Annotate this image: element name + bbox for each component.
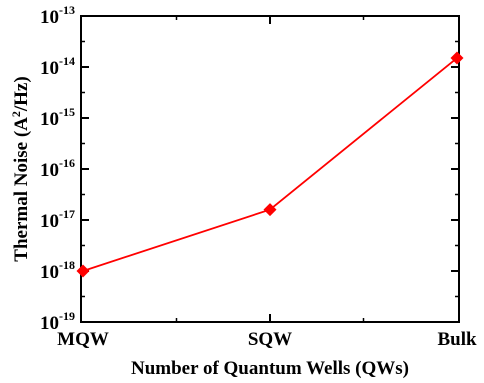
y-axis-title: Thermal Noise (A2/Hz) (9, 76, 32, 261)
data-point (263, 203, 277, 217)
y-tick-label: 10-15 (40, 105, 75, 130)
y-tick-label: 10-16 (40, 156, 75, 181)
x-axis-ticks: MQW SQW Bulk (57, 16, 477, 350)
y-tick-label: 10-18 (40, 258, 75, 283)
series-line (82, 57, 458, 272)
y-tick-label: 10-14 (40, 54, 75, 79)
x-tick-label: MQW (57, 329, 109, 350)
x-axis-title: Number of Quantum Wells (QWs) (131, 358, 409, 379)
data-point (450, 51, 464, 65)
plot-frame (80, 15, 460, 323)
y-tick-label: 10-17 (40, 207, 75, 232)
y-axis-ticks: 10-19 10-18 10-17 10-16 10-15 10-14 10-13 (40, 3, 459, 334)
data-point (76, 264, 90, 278)
series-group (76, 51, 464, 278)
x-tick-label: Bulk (437, 329, 477, 350)
x-tick-label: SQW (248, 329, 292, 350)
y-tick-label: 10-19 (40, 309, 75, 334)
y-tick-label: 10-13 (40, 3, 75, 28)
